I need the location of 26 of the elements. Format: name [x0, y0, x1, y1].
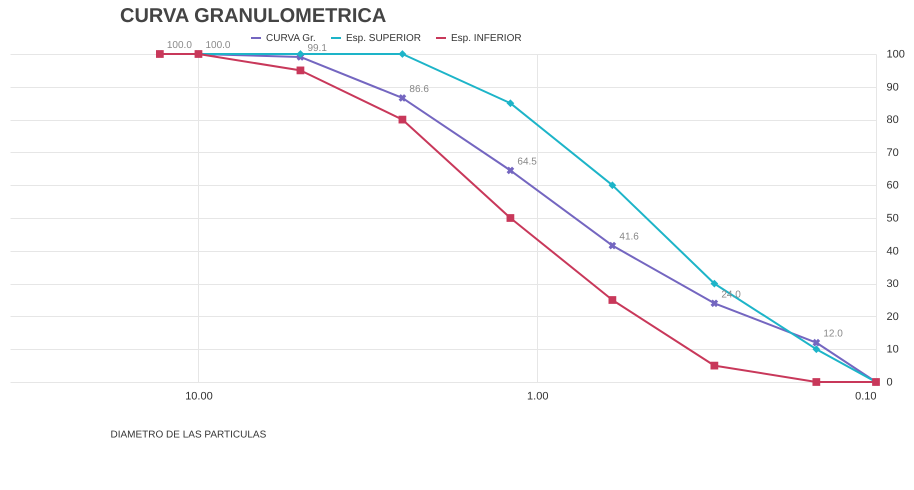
- y-tick-label: 30: [886, 278, 899, 290]
- data-label: 41.6: [619, 232, 640, 243]
- legend-label: CURVA Gr.: [266, 33, 316, 44]
- y-tick-label: 50: [886, 212, 899, 224]
- chart-title: CURVA GRANULOMETRICA: [120, 5, 386, 27]
- y-tick-label: 90: [886, 81, 899, 94]
- y-tick-label: 0: [886, 376, 893, 388]
- x-tick-label: 1.00: [527, 390, 548, 402]
- y-tick-label: 60: [886, 180, 899, 192]
- data-label: 64.5: [517, 156, 538, 168]
- y-tick-label: 40: [886, 245, 899, 258]
- legend-label: Esp. INFERIOR: [451, 33, 522, 44]
- data-label: 86.6: [409, 84, 430, 95]
- data-label: 99.1: [307, 42, 328, 54]
- x-tick-label: 0.10: [855, 390, 876, 402]
- data-label: 100.0: [205, 40, 231, 51]
- x-axis-title: DIAMETRO DE LAS PARTICULAS: [110, 430, 267, 440]
- y-tick-label: 20: [886, 310, 899, 323]
- data-label: 100.0: [166, 40, 192, 51]
- legend-label: Esp. SUPERIOR: [346, 33, 422, 44]
- y-tick-label: 70: [886, 146, 899, 159]
- y-tick-label: 80: [886, 114, 899, 126]
- x-tick-label: 10.00: [185, 390, 213, 402]
- y-tick-label: 100: [886, 48, 905, 60]
- y-tick-label: 10: [886, 344, 899, 356]
- data-label: 12.0: [823, 328, 844, 340]
